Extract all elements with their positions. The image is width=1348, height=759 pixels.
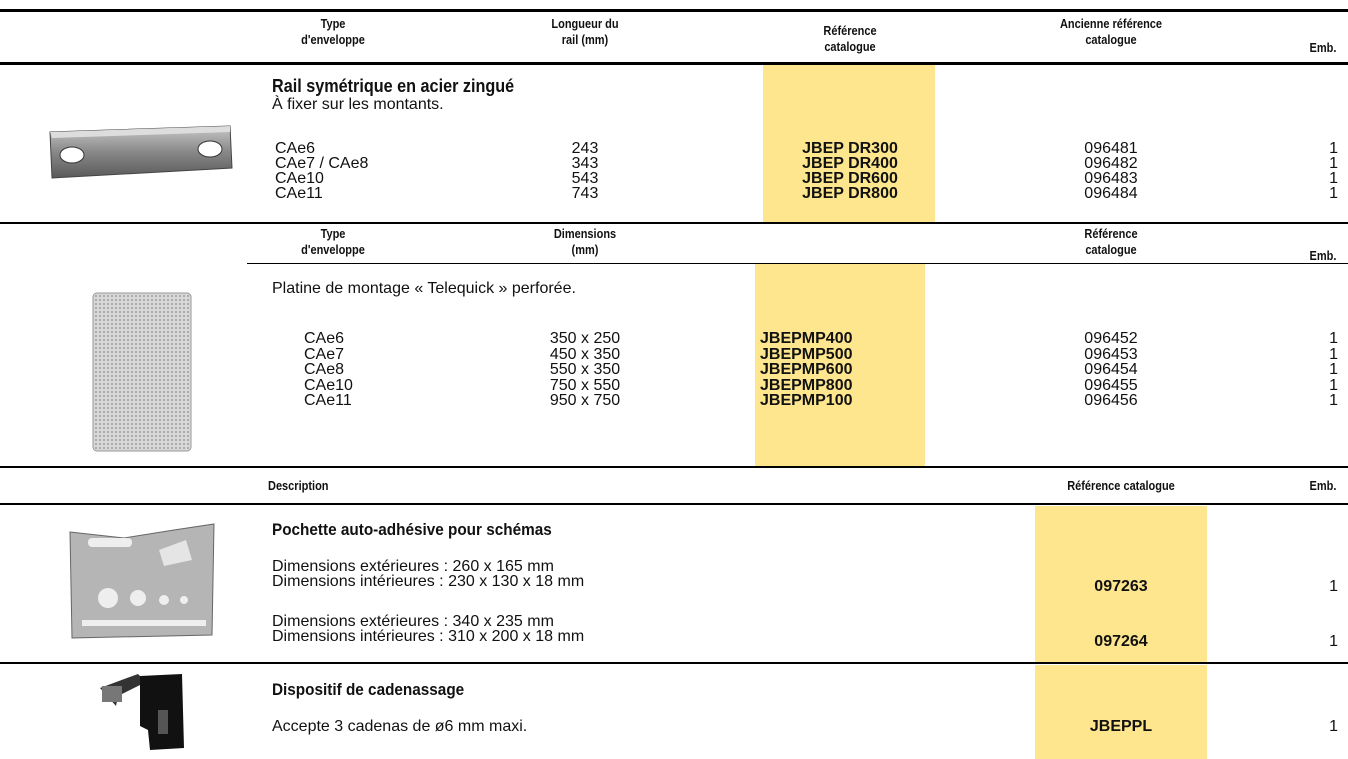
old-reference: 096483 — [1084, 170, 1138, 187]
rule — [247, 263, 1348, 264]
column-header: Ancienne référence catalogue — [1059, 17, 1163, 47]
highlight — [1035, 506, 1207, 663]
dimensions: 950 x 750 — [549, 392, 621, 409]
rule — [0, 222, 1348, 224]
rail-length: 543 — [571, 170, 599, 187]
rule — [0, 662, 1348, 664]
packaging: 1 — [1329, 170, 1338, 187]
old-reference: 096456 — [1084, 392, 1138, 409]
catalog-reference: JBEP DR600 — [802, 170, 898, 187]
packaging: 1 — [1329, 185, 1338, 202]
section-subtitle: À fixer sur les montants. — [272, 96, 444, 113]
dimensions: 750 x 550 — [549, 376, 621, 394]
catalog-reference: JBEPMP100 — [760, 392, 853, 409]
pochette-image — [69, 523, 215, 639]
column-header: Emb. — [1309, 479, 1337, 493]
highlight — [1035, 665, 1207, 759]
old-reference: 096454 — [1084, 361, 1138, 378]
packaging: 1 — [1329, 633, 1338, 650]
catalog-reference: JBEPMP600 — [760, 361, 853, 378]
old-reference: 096484 — [1084, 185, 1138, 202]
description-line: Dimensions extérieures : 340 x 235 mm — [272, 613, 554, 630]
cadenassage-image — [100, 674, 184, 750]
platine-image — [92, 292, 192, 452]
description-line: Dimensions intérieures : 230 x 130 x 18 … — [272, 573, 585, 590]
column-header: Emb. — [1309, 249, 1337, 263]
dimensions: 550 x 350 — [549, 361, 621, 378]
catalog-reference: JBEPPL — [1089, 718, 1153, 735]
column-header: Référence catalogue — [823, 24, 877, 54]
rule — [0, 503, 1348, 505]
enclosure-type: CAe8 — [304, 361, 345, 378]
rail-length: 343 — [571, 155, 599, 172]
rail-length: 743 — [571, 185, 599, 202]
rule — [0, 62, 1348, 65]
packaging: 1 — [1329, 718, 1338, 735]
dimensions: 350 x 250 — [549, 330, 621, 347]
description-line: Accepte 3 cadenas de ø6 mm maxi. — [272, 718, 528, 735]
catalog-reference: 097264 — [1094, 633, 1148, 650]
column-header: Longueur du rail (mm) — [551, 17, 619, 47]
packaging: 1 — [1329, 392, 1338, 409]
enclosure-type: CAe10 — [275, 170, 324, 187]
rule — [0, 9, 1348, 12]
rule — [0, 466, 1348, 468]
packaging: 1 — [1329, 140, 1338, 157]
packaging: 1 — [1329, 330, 1338, 347]
catalog-reference: JBEPMP400 — [760, 330, 853, 347]
section-title: Rail symétrique en acier zingué — [272, 76, 515, 96]
packaging: 1 — [1329, 155, 1338, 172]
old-reference: 096453 — [1084, 345, 1138, 363]
column-header: Description — [268, 479, 329, 493]
enclosure-type: CAe11 — [304, 392, 352, 409]
description-line: Dimensions intérieures : 310 x 200 x 18 … — [272, 628, 585, 645]
old-reference: 096452 — [1084, 330, 1138, 347]
highlight — [763, 64, 935, 222]
catalog-reference: JBEPMP500 — [760, 345, 853, 363]
packaging: 1 — [1329, 376, 1338, 394]
enclosure-type: CAe11 — [275, 185, 323, 202]
column-header: Type d'enveloppe — [301, 227, 365, 257]
packaging: 1 — [1329, 578, 1338, 595]
rail-image — [49, 125, 233, 179]
packaging: 1 — [1329, 361, 1338, 378]
old-reference: 096482 — [1084, 155, 1138, 172]
enclosure-type: CAe6 — [304, 330, 345, 347]
catalog-reference: JBEPMP800 — [760, 376, 853, 394]
catalog-reference: JBEP DR400 — [802, 155, 898, 172]
column-header: Emb. — [1309, 41, 1337, 55]
section-title: Pochette auto-adhésive pour schémas — [272, 520, 552, 539]
highlight — [755, 264, 925, 467]
rail-length: 243 — [571, 140, 599, 157]
section-title: Dispositif de cadenassage — [272, 680, 465, 699]
enclosure-type: CAe10 — [304, 376, 353, 394]
column-header: Référence catalogue — [1067, 479, 1175, 493]
enclosure-type: CAe7 / CAe8 — [275, 155, 369, 172]
catalog-reference: 097263 — [1094, 578, 1148, 595]
enclosure-type: CAe6 — [275, 140, 316, 157]
old-reference: 096481 — [1084, 140, 1138, 157]
catalog-reference: JBEP DR300 — [802, 140, 898, 157]
packaging: 1 — [1329, 345, 1338, 363]
column-header: Référence catalogue — [1084, 227, 1138, 257]
catalog-reference: JBEP DR800 — [802, 185, 898, 202]
dimensions: 450 x 350 — [549, 345, 621, 363]
section-title: Platine de montage « Telequick » perforé… — [272, 280, 576, 297]
enclosure-type: CAe7 — [304, 345, 345, 363]
column-header: Dimensions (mm) — [553, 227, 617, 257]
column-header: Type d'enveloppe — [301, 17, 365, 47]
old-reference: 096455 — [1084, 376, 1138, 394]
description-line: Dimensions extérieures : 260 x 165 mm — [272, 558, 554, 575]
